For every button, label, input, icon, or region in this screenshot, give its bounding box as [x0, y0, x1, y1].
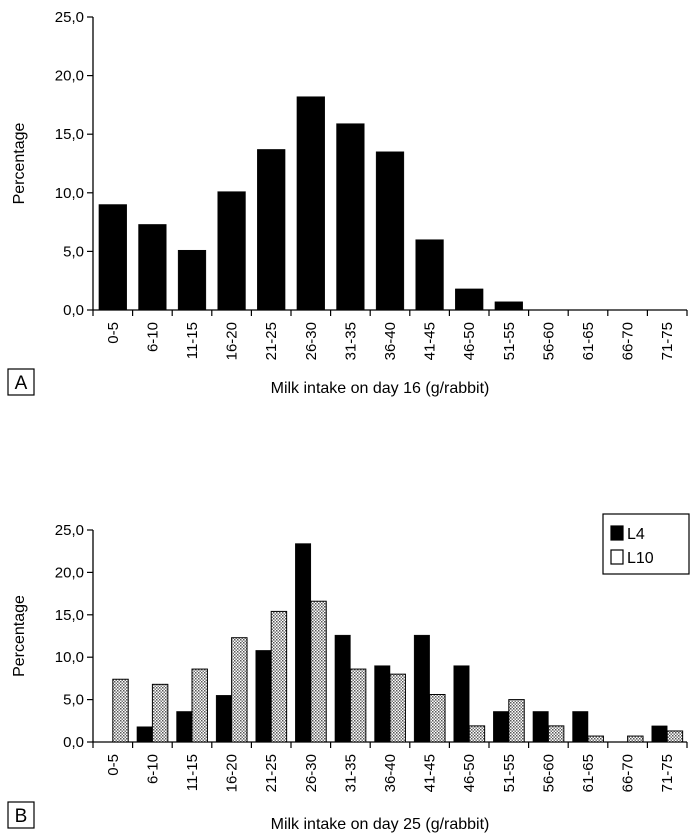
- bar-l4-31-35: [334, 634, 351, 743]
- x-tick-label: 46-50: [461, 754, 478, 792]
- y-tick-label: 5,0: [63, 243, 84, 260]
- bar-l10-0-5: [112, 678, 129, 743]
- bar-l4-41-45: [413, 634, 430, 743]
- bar-series-11-15: [177, 249, 207, 311]
- bar-series-46-50: [455, 288, 484, 311]
- y-tick-label: 20,0: [55, 564, 84, 581]
- bar-l10-71-75: [666, 730, 684, 743]
- y-tick-label: 10,0: [55, 649, 84, 666]
- bar-series-36-40: [375, 151, 405, 311]
- x-tick-label: 46-50: [461, 322, 478, 360]
- panel-letter-box: [7, 368, 35, 396]
- x-tick-label: 0-5: [105, 322, 122, 344]
- y-tick-label: 15,0: [55, 607, 84, 624]
- bar-l10-66-70: [627, 735, 644, 743]
- bar-series-26-30: [296, 96, 325, 311]
- bar-l10-21-25: [270, 610, 288, 743]
- bar-l4-71-75: [651, 725, 668, 743]
- x-tick-label: 66-70: [620, 322, 637, 360]
- panel-letter: A: [15, 373, 28, 394]
- bar-series-16-20: [217, 191, 246, 311]
- x-tick-label: 71-75: [659, 754, 676, 792]
- y-tick-label: 5,0: [63, 692, 84, 709]
- bar-l4-6-10: [136, 726, 153, 743]
- x-tick-label: 31-35: [342, 322, 359, 360]
- x-tick-label: 6-10: [144, 322, 161, 352]
- x-tick-label: 56-60: [540, 754, 557, 792]
- y-tick-label: 15,0: [55, 126, 84, 143]
- bar-series-31-35: [336, 123, 365, 311]
- bar-l10-51-55: [508, 699, 525, 743]
- bar-l10-46-50: [468, 725, 486, 743]
- bar-l10-36-40: [389, 673, 406, 743]
- x-tick-label: 6-10: [144, 754, 161, 784]
- bar-l10-16-20: [231, 637, 248, 743]
- bar-l10-6-10: [151, 683, 169, 743]
- bar-series-6-10: [138, 224, 167, 311]
- x-tick-label: 71-75: [659, 322, 676, 360]
- y-tick-label: 20,0: [55, 68, 84, 85]
- bar-l4-21-25: [255, 650, 272, 743]
- x-tick-label: 21-25: [263, 322, 280, 360]
- x-tick-label: 36-40: [382, 754, 399, 792]
- bar-l4-56-60: [532, 711, 549, 743]
- bar-l4-46-50: [453, 665, 470, 743]
- x-tick-label: 26-30: [303, 322, 320, 360]
- x-tick-label: 41-45: [422, 322, 439, 360]
- x-tick-label: 41-45: [422, 754, 439, 792]
- x-tick-label: 16-20: [224, 322, 241, 360]
- y-tick-label: 0,0: [63, 302, 84, 319]
- x-tick-label: 16-20: [224, 754, 241, 792]
- legend-swatch-l4: [610, 525, 624, 541]
- y-tick-label: 10,0: [55, 185, 84, 202]
- chart-panel-b: 0,0 5,0 10,0 15,0 20,0 25,0 0-5 6-10 11-15 16-20 2…: [7, 513, 690, 833]
- legend-swatch-l10: [610, 549, 624, 565]
- x-tick-label: 56-60: [540, 322, 557, 360]
- bar-l4-11-15: [176, 711, 193, 743]
- x-tick-label: 26-30: [303, 754, 320, 792]
- x-tick-label: 66-70: [620, 754, 637, 792]
- bar-l4-36-40: [374, 665, 391, 743]
- y-axis-title: Percentage: [11, 122, 28, 204]
- x-tick-label: 51-55: [501, 322, 518, 360]
- bar-l10-56-60: [547, 725, 565, 743]
- y-tick-label: 0,0: [63, 734, 84, 751]
- bar-l10-41-45: [429, 694, 446, 743]
- panel-letter: B: [15, 806, 28, 827]
- x-axis-title: Milk intake on day 25 (g/rabbit): [271, 816, 490, 833]
- bar-l10-31-35: [349, 668, 367, 743]
- bar-series-0-5: [98, 204, 127, 311]
- bar-series-41-45: [415, 239, 444, 311]
- panel-letter-box: [7, 801, 35, 829]
- legend-label-l4: L4: [627, 526, 645, 543]
- bar-series-51-55: [494, 301, 523, 311]
- x-tick-label: 61-65: [580, 754, 597, 792]
- bar-l4-61-65: [572, 711, 589, 743]
- bar-series-21-25: [257, 149, 286, 311]
- bar-l10-11-15: [191, 668, 208, 743]
- x-tick-label: 11-15: [184, 754, 201, 791]
- x-tick-label: 31-35: [342, 754, 359, 792]
- x-tick-label: 51-55: [501, 754, 518, 792]
- y-axis-title: Percentage: [11, 595, 28, 677]
- x-axis-title: Milk intake on day 16 (g/rabbit): [271, 380, 490, 397]
- bar-l4-26-30: [295, 543, 312, 743]
- x-tick-label: 61-65: [580, 322, 597, 360]
- x-tick-label: 0-5: [105, 754, 122, 776]
- legend-label-l10: L10: [627, 550, 654, 567]
- bar-l4-16-20: [215, 695, 232, 743]
- x-tick-label: 36-40: [382, 322, 399, 360]
- bar-l10-61-65: [587, 735, 604, 743]
- bar-l10-26-30: [310, 600, 327, 743]
- bar-l4-51-55: [493, 711, 510, 743]
- chart-panel-a: 0,0 5,0 10,0 15,0 20,0 25,0 0-5 6-10 11-15 16-20 2…: [7, 9, 688, 397]
- x-tick-label: 21-25: [263, 754, 280, 792]
- x-tick-label: 11-15: [184, 322, 201, 359]
- y-tick-label: 25,0: [55, 522, 84, 539]
- y-tick-label: 25,0: [55, 9, 84, 26]
